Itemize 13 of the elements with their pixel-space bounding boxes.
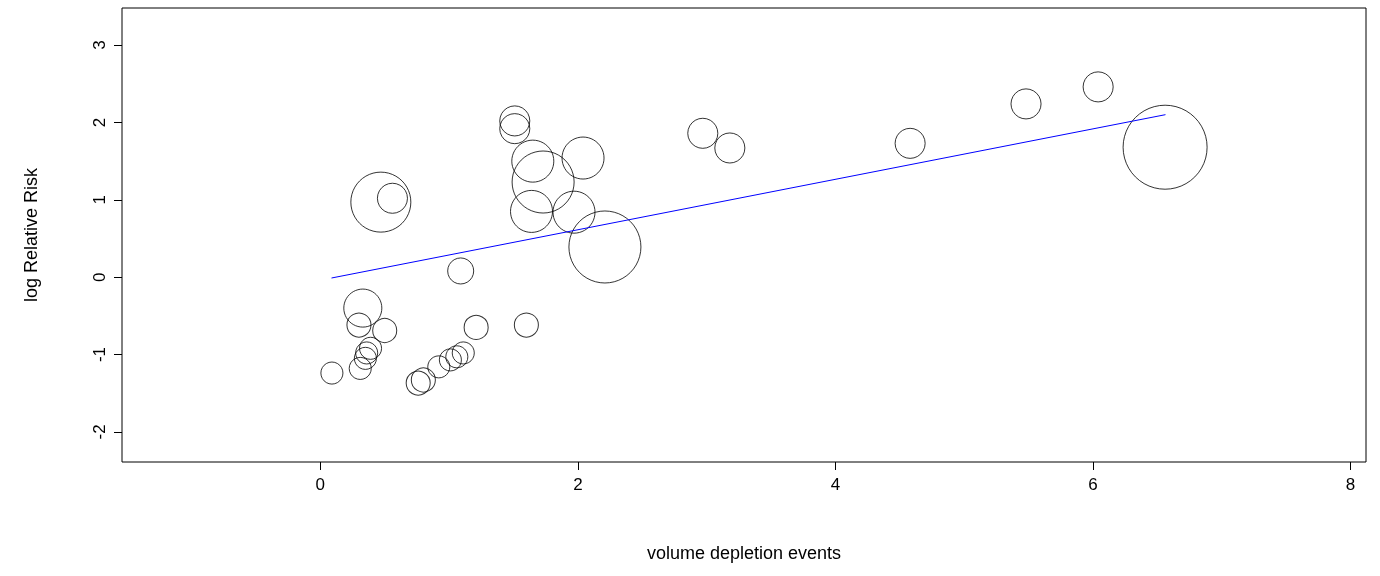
x-tick-label: 6 bbox=[1088, 475, 1098, 494]
y-tick-label: 2 bbox=[90, 117, 109, 128]
y-tick-label: 3 bbox=[90, 40, 109, 50]
y-axis-title: log Relative Risk bbox=[21, 166, 41, 303]
x-tick-label: 2 bbox=[573, 475, 583, 494]
x-axis-title: volume depletion events bbox=[646, 543, 842, 563]
y-tick-label: 0 bbox=[90, 272, 109, 282]
x-tick-label: 0 bbox=[315, 475, 326, 494]
x-tick-label: 4 bbox=[830, 475, 841, 494]
y-tick-label: -1 bbox=[90, 346, 109, 363]
y-tick-label: 1 bbox=[90, 195, 109, 205]
x-tick-label: 8 bbox=[1345, 475, 1356, 494]
y-tick-label: -2 bbox=[90, 424, 109, 440]
